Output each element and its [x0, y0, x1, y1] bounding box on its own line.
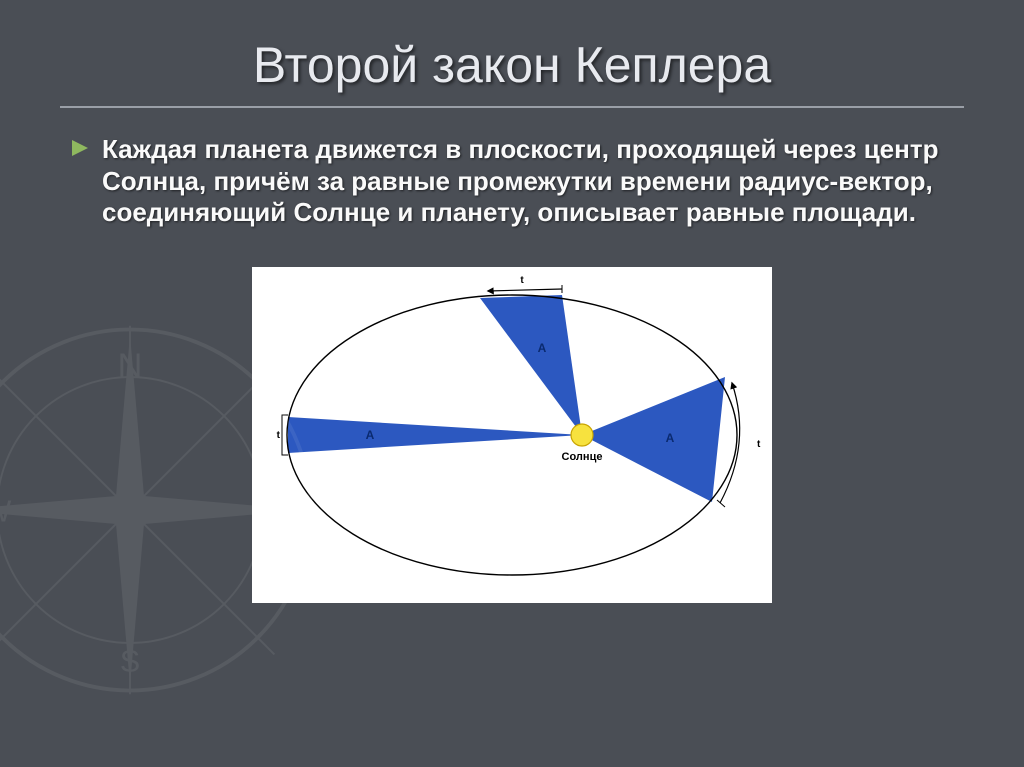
bullet-triangle-icon — [72, 140, 88, 156]
sector-label: A — [366, 428, 375, 442]
sector-label: A — [666, 431, 675, 445]
sector-left-perihelion-opposite — [288, 417, 582, 453]
svg-text:S: S — [120, 645, 140, 679]
t-label: t — [277, 430, 281, 441]
kepler-diagram: At At At Солнце — [252, 267, 772, 603]
title-underline — [60, 106, 964, 108]
t-label: t — [757, 439, 761, 450]
sector-top — [480, 295, 582, 435]
sun-icon — [571, 424, 593, 446]
body-row: Каждая планета движется в плоскости, про… — [60, 134, 964, 229]
t-label: t — [520, 275, 524, 286]
law-paragraph: Каждая планета движется в плоскости, про… — [102, 134, 964, 229]
svg-text:W: W — [0, 494, 12, 528]
slide-title: Второй закон Кеплера — [253, 36, 771, 94]
sector-right-aphelion-side — [582, 377, 725, 502]
sun-label: Солнце — [562, 451, 603, 463]
sector-label: A — [538, 341, 547, 355]
t-arrow — [488, 289, 562, 291]
svg-text:N: N — [118, 347, 143, 385]
